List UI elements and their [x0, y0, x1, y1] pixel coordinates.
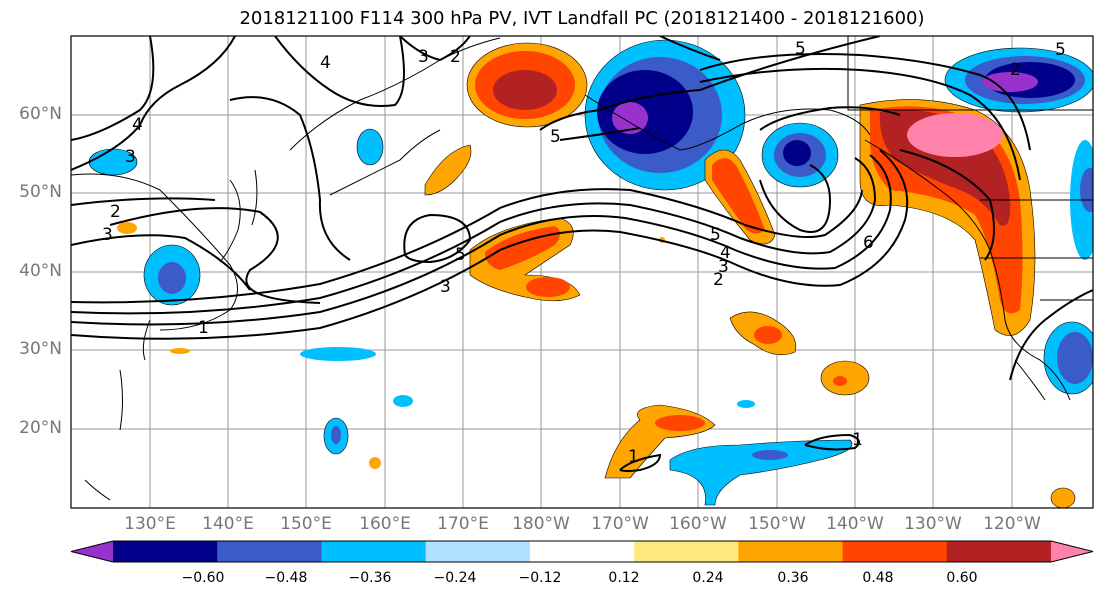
contour-label: 1: [628, 447, 639, 467]
colorbar-segment: [217, 541, 322, 562]
contour-label: 5: [795, 39, 806, 59]
contour-label: 2: [450, 47, 461, 67]
colorbar-segment: [634, 541, 739, 562]
colorbar-tick-label: 0.36: [777, 570, 809, 586]
contour-label: 5: [550, 127, 561, 147]
lon-label: 160°E: [359, 514, 411, 534]
lon-label: 180°W: [512, 514, 570, 534]
contour-label: 2: [713, 270, 724, 290]
contour-label: 3: [102, 225, 113, 245]
contour-label: 1: [198, 318, 209, 338]
colorbar-segments: [70, 540, 1094, 563]
positive-shading: [117, 42, 1076, 508]
lon-label: 170°W: [591, 514, 649, 534]
lat-label: 30°N: [19, 339, 62, 359]
lat-label: 50°N: [19, 182, 62, 202]
contour-label: 4: [720, 243, 731, 263]
contour-label: 3: [718, 257, 729, 277]
lat-label: 20°N: [19, 418, 62, 438]
contour-label: 5: [710, 225, 721, 245]
contour-label: 5: [455, 245, 466, 265]
colorbar-tick-label: −0.24: [433, 570, 477, 586]
lat-label: 40°N: [19, 261, 62, 281]
colorbar-segment: [113, 541, 218, 562]
map-frame: [70, 35, 1094, 509]
figure-title: 2018121100 F114 300 hPa PV, IVT Landfall…: [239, 8, 925, 29]
colorbar-tick-label: −0.36: [348, 570, 392, 586]
colorbar-tick-label: 0.12: [608, 570, 640, 586]
lon-label: 170°E: [437, 514, 489, 534]
colorbar-outline: [70, 540, 1094, 563]
colorbar-segment: [425, 541, 531, 562]
colorbar-extend-max: [1051, 541, 1093, 562]
lon-label: 150°W: [748, 514, 806, 534]
colorbar-segment: [321, 541, 427, 562]
contour-label: 3: [125, 147, 136, 167]
contour-label: 4: [320, 53, 331, 73]
colorbar-segment: [842, 541, 948, 562]
contour-labels: 4 3 2 5 4 3 2 5 5 2 3 5 3 1 5 4 3 2 6 1 …: [102, 39, 1066, 467]
colorbar-tick-label: 0.24: [692, 570, 724, 586]
contour-label: 3: [440, 277, 451, 297]
colorbar-tick-label: −0.60: [181, 570, 225, 586]
colorbar-extend-min: [71, 541, 113, 562]
lon-label: 140°E: [202, 514, 254, 534]
colorbar-tick-label: 0.60: [946, 570, 978, 586]
lon-label: 130°E: [124, 514, 176, 534]
lon-label: 160°W: [669, 514, 727, 534]
lon-label: 150°E: [280, 514, 332, 534]
lat-label: 60°N: [19, 104, 62, 124]
lon-label: 140°W: [826, 514, 884, 534]
colorbar-tick-label: −0.12: [518, 570, 562, 586]
colorbar-segment: [946, 541, 1052, 562]
colorbar-segment: [738, 541, 844, 562]
coastlines: [71, 36, 1093, 501]
colorbar-tick-label: 0.48: [862, 570, 894, 586]
contour-label: 1: [852, 430, 863, 450]
contour-label: 5: [1055, 40, 1066, 60]
map-content: 4 3 2 5 4 3 2 5 5 2 3 5 3 1 5 4 3 2 6 1 …: [71, 36, 1093, 508]
colorbar-tick-label: −0.48: [264, 570, 308, 586]
lon-label: 120°W: [983, 514, 1041, 534]
pv-contours: [71, 36, 1093, 472]
lon-label: 130°W: [904, 514, 962, 534]
colorbar-segment: [529, 541, 635, 562]
contour-label: 6: [863, 233, 874, 253]
gridlines: [71, 36, 1093, 508]
contour-label: 3: [418, 47, 429, 67]
negative-shading: [88, 39, 1093, 506]
contour-label: 2: [110, 202, 121, 222]
contour-label: 4: [132, 115, 143, 135]
contour-label: 2: [1010, 60, 1021, 80]
